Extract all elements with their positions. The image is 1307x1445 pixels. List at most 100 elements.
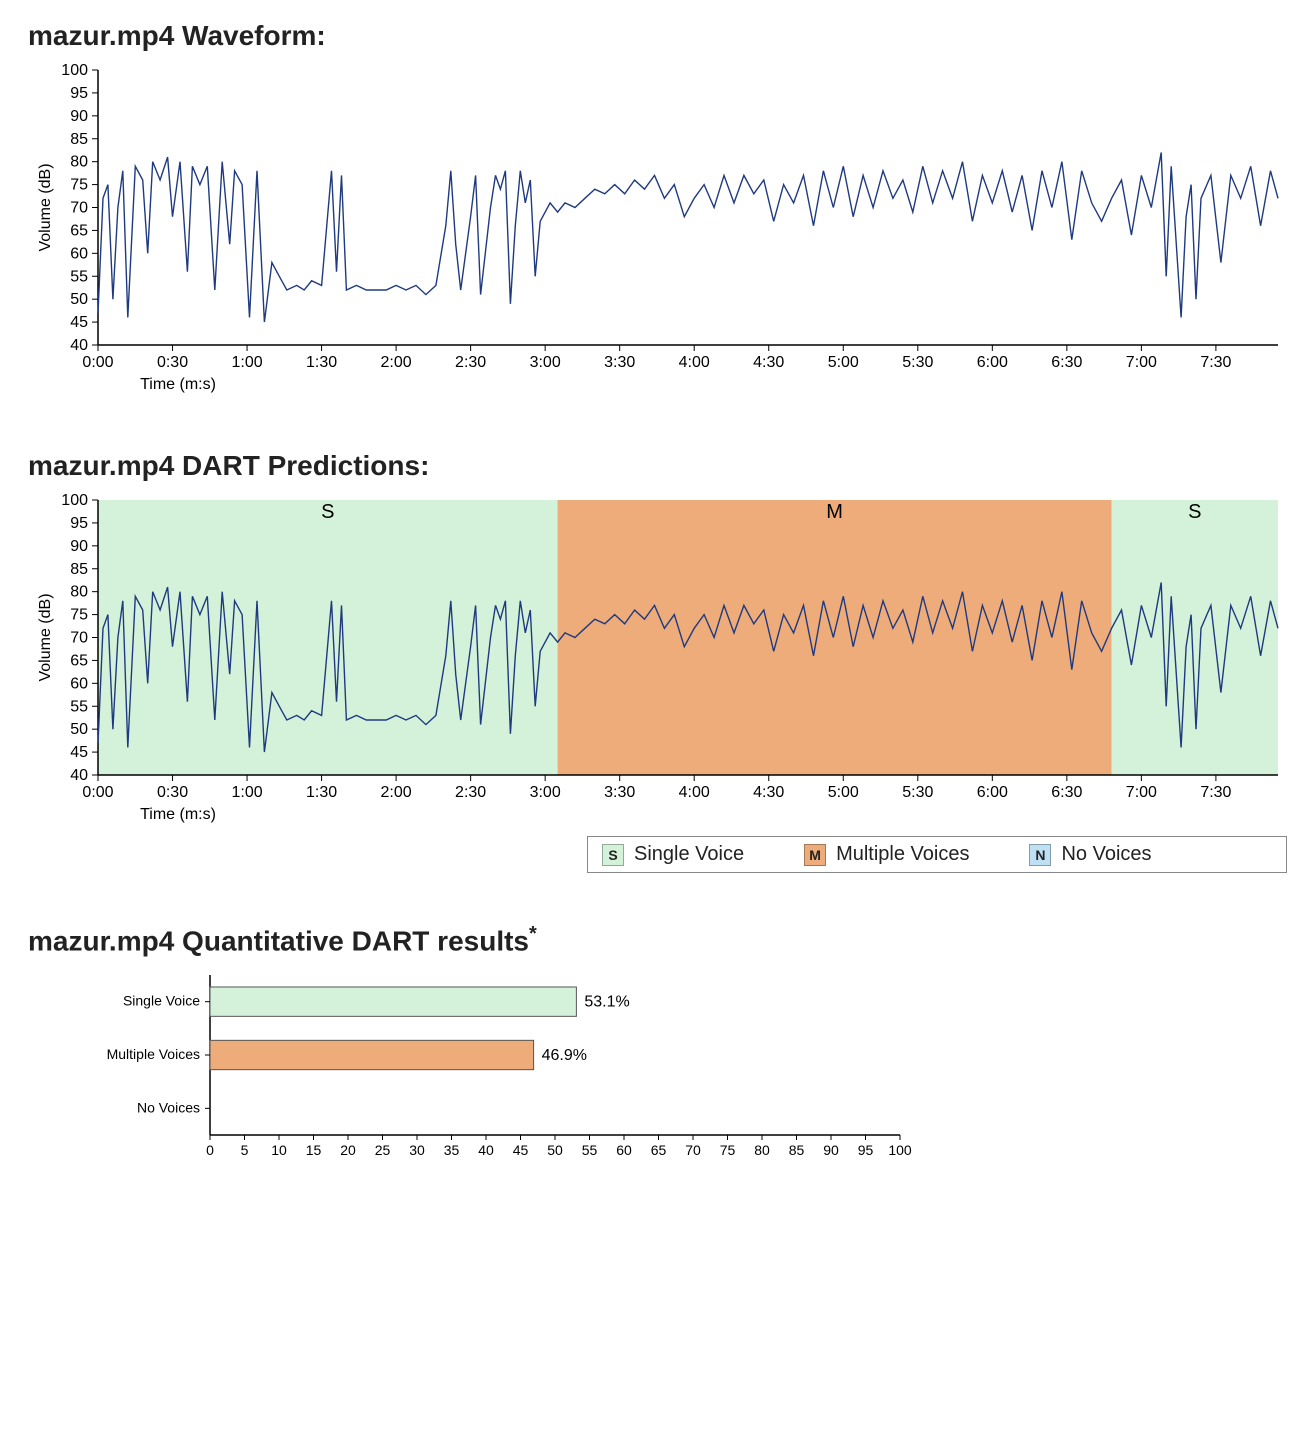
svg-text:3:30: 3:30 [604,784,635,801]
svg-text:50: 50 [547,1142,563,1158]
svg-text:0:00: 0:00 [82,354,113,371]
svg-text:85: 85 [789,1142,805,1158]
svg-text:25: 25 [375,1142,391,1158]
svg-text:6:30: 6:30 [1051,354,1082,371]
svg-text:Time (m:s): Time (m:s) [140,376,216,393]
svg-text:30: 30 [409,1142,425,1158]
svg-text:0:00: 0:00 [82,784,113,801]
waveform-section: mazur.mp4 Waveform: 40 45 50 55 60 65 70 75 80 85… [20,20,1287,400]
svg-text:50: 50 [70,291,88,308]
svg-text:46.9%: 46.9% [542,1047,587,1064]
svg-text:40: 40 [70,337,88,354]
svg-text:7:30: 7:30 [1200,354,1231,371]
legend-item: S Single Voice [602,843,744,866]
svg-text:45: 45 [513,1142,529,1158]
bars-svg: 0510152025303540455055606570758085909510… [100,965,920,1165]
svg-text:45: 45 [70,314,88,331]
svg-text:2:30: 2:30 [455,354,486,371]
svg-text:S: S [321,501,334,523]
svg-text:5:30: 5:30 [902,784,933,801]
legend-item: N No Voices [1029,843,1151,866]
predictions-chart: 4045505560657075808590951000:000:301:001… [28,490,1288,830]
svg-text:5: 5 [241,1142,249,1158]
predictions-section: mazur.mp4 DART Predictions: 404550556065… [20,450,1287,873]
svg-text:75: 75 [720,1142,736,1158]
svg-text:3:30: 3:30 [604,354,635,371]
svg-text:Multiple Voices: Multiple Voices [107,1046,200,1062]
legend-label: No Voices [1061,843,1151,866]
svg-text:4:00: 4:00 [679,784,710,801]
svg-text:95: 95 [858,1142,874,1158]
svg-text:75: 75 [70,177,88,194]
svg-text:80: 80 [70,154,88,171]
svg-text:5:00: 5:00 [828,354,859,371]
legend-swatch: N [1029,844,1051,866]
svg-text:55: 55 [582,1142,598,1158]
svg-text:3:00: 3:00 [530,354,561,371]
svg-text:65: 65 [70,652,88,669]
svg-text:5:30: 5:30 [902,354,933,371]
svg-text:40: 40 [478,1142,494,1158]
svg-text:Single Voice: Single Voice [123,993,200,1009]
svg-text:70: 70 [70,630,88,647]
svg-text:65: 65 [651,1142,667,1158]
svg-text:7:00: 7:00 [1126,354,1157,371]
svg-text:Time (m:s): Time (m:s) [140,806,216,823]
predictions-legend: S Single Voice MMultiple Voices N No Voices [587,836,1287,873]
svg-text:95: 95 [70,85,88,102]
waveform-chart: 4045505560657075808590951000:000:301:001… [28,60,1288,400]
svg-text:S: S [1188,501,1201,523]
svg-text:100: 100 [61,62,88,79]
waveform-title: mazur.mp4 Waveform: [28,20,1287,52]
svg-text:20: 20 [340,1142,356,1158]
svg-text:1:30: 1:30 [306,784,337,801]
svg-text:Volume (dB): Volume (dB) [37,163,54,251]
svg-text:60: 60 [70,675,88,692]
svg-text:70: 70 [70,200,88,217]
svg-text:4:30: 4:30 [753,784,784,801]
svg-text:95: 95 [70,515,88,532]
svg-text:0:30: 0:30 [157,784,188,801]
svg-text:90: 90 [70,108,88,125]
svg-text:1:30: 1:30 [306,354,337,371]
svg-text:80: 80 [70,584,88,601]
svg-text:100: 100 [888,1142,912,1158]
svg-text:50: 50 [70,721,88,738]
svg-text:60: 60 [616,1142,632,1158]
svg-text:10: 10 [271,1142,287,1158]
svg-text:65: 65 [70,222,88,239]
svg-text:Volume (dB): Volume (dB) [37,593,54,681]
bar-section: mazur.mp4 Quantitative DART results* 0 5 1… [20,923,1287,1165]
svg-text:2:00: 2:00 [381,784,412,801]
predictions-svg: 4045505560657075808590951000:000:301:001… [28,490,1288,830]
svg-text:70: 70 [685,1142,701,1158]
svg-text:15: 15 [306,1142,322,1158]
svg-text:85: 85 [70,131,88,148]
legend-swatch: S [602,844,624,866]
bar-chart: 0510152025303540455055606570758085909510… [100,965,920,1165]
svg-text:55: 55 [70,698,88,715]
svg-text:45: 45 [70,744,88,761]
svg-text:6:00: 6:00 [977,354,1008,371]
legend-label: Single Voice [634,843,744,866]
svg-text:4:00: 4:00 [679,354,710,371]
svg-text:80: 80 [754,1142,770,1158]
svg-text:60: 60 [70,245,88,262]
svg-text:53.1%: 53.1% [584,994,629,1011]
bar-title: mazur.mp4 Quantitative DART results* [28,923,1287,957]
svg-text:90: 90 [823,1142,839,1158]
svg-text:6:00: 6:00 [977,784,1008,801]
svg-text:55: 55 [70,268,88,285]
legend-item: MMultiple Voices [804,843,969,866]
svg-text:0: 0 [206,1142,214,1158]
svg-text:7:30: 7:30 [1200,784,1231,801]
svg-text:75: 75 [70,607,88,624]
svg-text:100: 100 [61,492,88,509]
svg-text:No Voices: No Voices [137,1100,200,1116]
bar-title-text: mazur.mp4 Quantitative DART results [28,925,529,956]
predictions-title: mazur.mp4 DART Predictions: [28,450,1287,482]
waveform-svg: 4045505560657075808590951000:000:301:001… [28,60,1288,400]
svg-text:7:00: 7:00 [1126,784,1157,801]
svg-text:M: M [826,501,843,523]
svg-text:6:30: 6:30 [1051,784,1082,801]
